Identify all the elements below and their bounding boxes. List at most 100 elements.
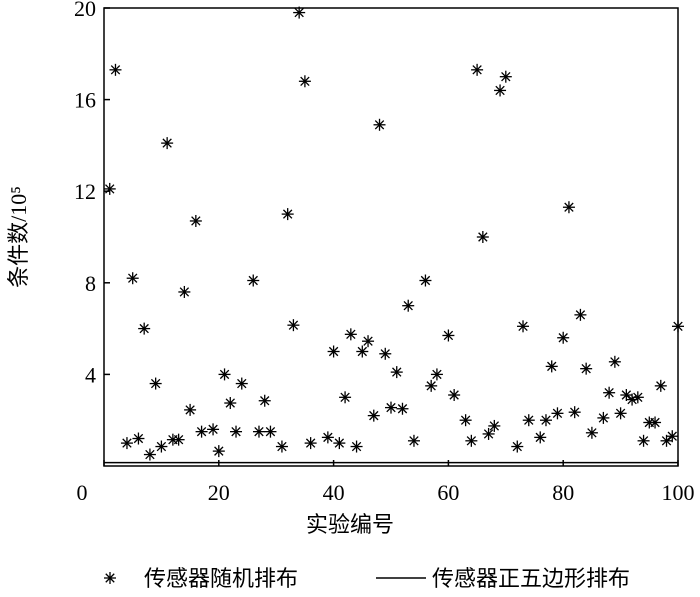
data-point: [218, 368, 231, 381]
data-point: [304, 437, 317, 450]
point-stroke: [615, 408, 626, 419]
point-stroke: [122, 438, 132, 448]
point-stroke: [357, 346, 368, 357]
x-tick-label: 20: [208, 480, 230, 505]
data-point: [419, 274, 432, 287]
x-tick-label: 40: [323, 480, 345, 505]
data-point: [597, 411, 610, 424]
y-tick-label: 16: [74, 88, 96, 113]
legend-label: 传感器正五边形排布: [432, 566, 630, 591]
data-point: [178, 285, 191, 298]
point-stroke: [328, 346, 339, 357]
data-point: [465, 434, 478, 447]
data-point: [631, 391, 644, 404]
point-stroke: [369, 410, 379, 421]
point-stroke: [127, 273, 138, 283]
point-stroke: [547, 361, 557, 372]
data-point: [517, 320, 530, 333]
data-point: [580, 362, 593, 375]
point-stroke: [661, 436, 672, 446]
point-stroke: [145, 449, 155, 460]
point-stroke: [105, 184, 115, 194]
data-point: [184, 403, 197, 416]
point-stroke: [294, 7, 304, 18]
data-point: [327, 345, 340, 358]
point-stroke: [466, 436, 477, 446]
point-stroke: [495, 85, 505, 96]
data-point: [333, 437, 346, 450]
point-stroke: [191, 216, 201, 226]
data-point: [195, 425, 208, 438]
point-stroke: [673, 321, 683, 332]
point-stroke: [650, 417, 660, 428]
data-point: [672, 320, 684, 333]
data-point: [402, 299, 415, 312]
data-point: [339, 391, 352, 404]
x-tick-label: 60: [437, 480, 459, 505]
data-point: [476, 231, 489, 243]
point-stroke: [254, 426, 264, 437]
data-point: [482, 427, 495, 440]
data-point: [212, 445, 225, 458]
data-point: [390, 366, 403, 379]
data-point: [120, 437, 133, 450]
point-stroke: [432, 369, 442, 380]
point-stroke: [300, 76, 310, 86]
data-point: [287, 319, 300, 332]
point-stroke: [564, 202, 574, 212]
point-stroke: [392, 367, 402, 377]
data-point: [172, 433, 185, 446]
point-stroke: [667, 431, 677, 441]
data-point: [448, 389, 461, 402]
point-stroke: [260, 396, 270, 406]
y-tick-label: 8: [85, 271, 96, 296]
point-stroke: [386, 402, 396, 413]
point-stroke: [225, 398, 235, 408]
point-stroke: [185, 405, 195, 415]
point-stroke: [162, 138, 172, 148]
data-point: [298, 75, 311, 88]
point-stroke: [196, 426, 207, 437]
point-stroke: [305, 438, 316, 448]
data-point: [534, 431, 547, 444]
point-stroke: [277, 441, 287, 452]
data-point: [637, 434, 650, 447]
data-point: [373, 118, 386, 131]
data-point: [149, 377, 162, 390]
legend-marker: [104, 572, 116, 584]
point-stroke: [265, 426, 276, 437]
data-point: [350, 440, 363, 453]
data-point: [367, 409, 380, 422]
data-point: [585, 426, 598, 439]
point-stroke: [541, 415, 551, 425]
data-point: [471, 63, 484, 76]
data-point: [608, 355, 621, 368]
data-point: [138, 322, 151, 335]
point-stroke: [288, 320, 299, 330]
point-stroke: [133, 433, 144, 444]
data-point: [562, 201, 575, 214]
plot-frame: [103, 7, 679, 467]
point-stroke: [633, 392, 643, 403]
point-stroke: [219, 369, 230, 380]
data-point: [161, 137, 174, 150]
data-point: [207, 423, 220, 436]
data-point: [649, 416, 662, 429]
data-point: [459, 414, 472, 427]
data-point: [407, 434, 420, 447]
x-tick-label: 100: [662, 480, 695, 505]
data-point: [230, 425, 243, 438]
data-point: [379, 347, 392, 360]
legend-label: 传感器随机排布: [144, 566, 298, 591]
data-point: [654, 379, 667, 392]
data-point: [442, 329, 455, 342]
point-stroke: [105, 573, 115, 583]
point-stroke: [443, 330, 454, 341]
point-stroke: [638, 436, 649, 446]
point-stroke: [340, 392, 350, 403]
point-stroke: [598, 413, 609, 423]
point-stroke: [460, 415, 471, 425]
point-stroke: [610, 357, 620, 367]
data-point: [293, 6, 306, 19]
